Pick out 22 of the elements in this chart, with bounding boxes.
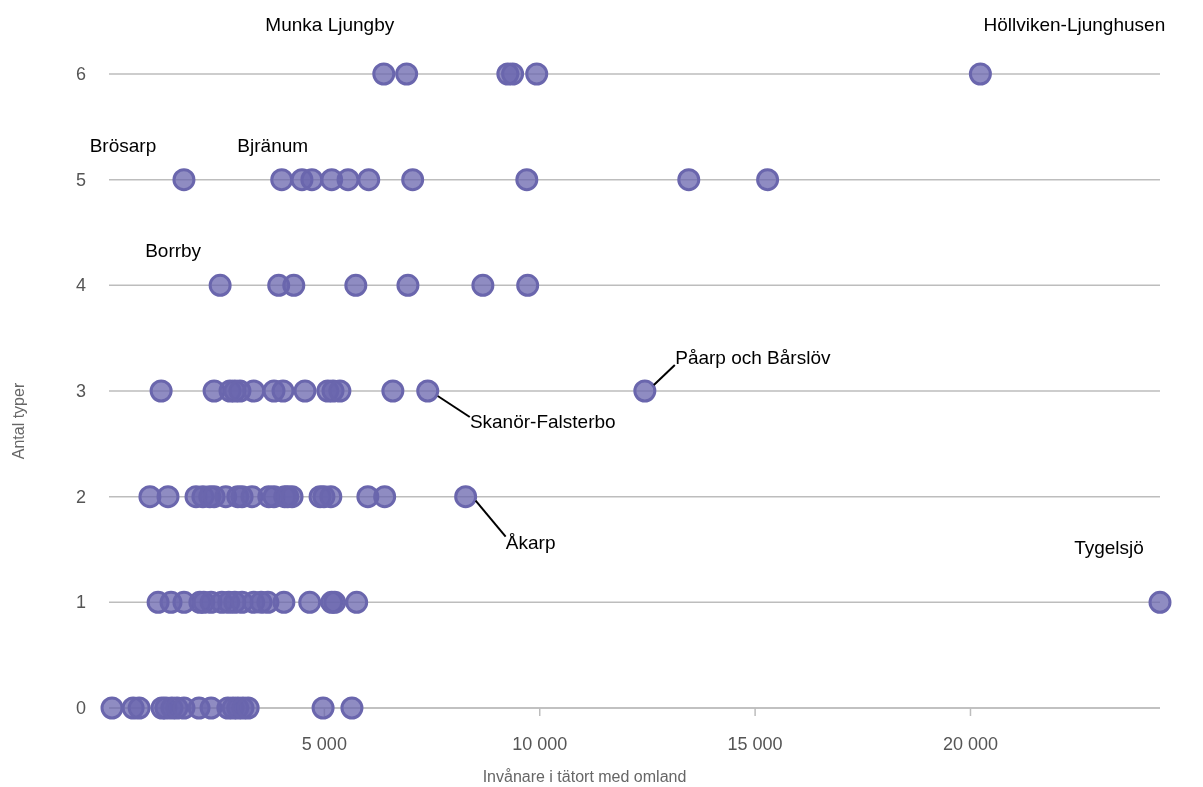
annotation: Brösarp	[89, 134, 157, 156]
y-tick-label: 5	[75, 169, 86, 190]
y-tick-label: 1	[75, 592, 86, 613]
x-axis-title: Invånare i tätort med omland	[482, 768, 687, 785]
annotation: Munka Ljungby	[265, 14, 395, 35]
annotation: Bjränum	[237, 134, 309, 156]
annotation: Åkarp	[505, 531, 556, 553]
y-tick-label: 2	[75, 486, 86, 507]
x-tick-label: 10 000	[512, 734, 568, 754]
y-axis-title: Antal typer	[10, 382, 27, 460]
y-tick-label: 4	[75, 275, 86, 296]
y-tick-label: 3	[75, 381, 86, 401]
y-tick-label: 0	[75, 698, 86, 718]
y-tick-label: 6	[75, 64, 86, 84]
x-tick-label: 5 000	[301, 734, 347, 754]
x-tick-label: 20 000	[942, 734, 999, 754]
annotation: Höllviken-Ljunghusen	[983, 14, 1166, 35]
annotation: Tygelsjö	[1074, 537, 1144, 559]
x-tick-label: 15 000	[727, 734, 783, 754]
annotation: Påarp och Bårslöv	[675, 347, 831, 368]
annotation: Skanör-Falsterbo	[469, 411, 616, 432]
annotation: Borrby	[145, 240, 202, 262]
